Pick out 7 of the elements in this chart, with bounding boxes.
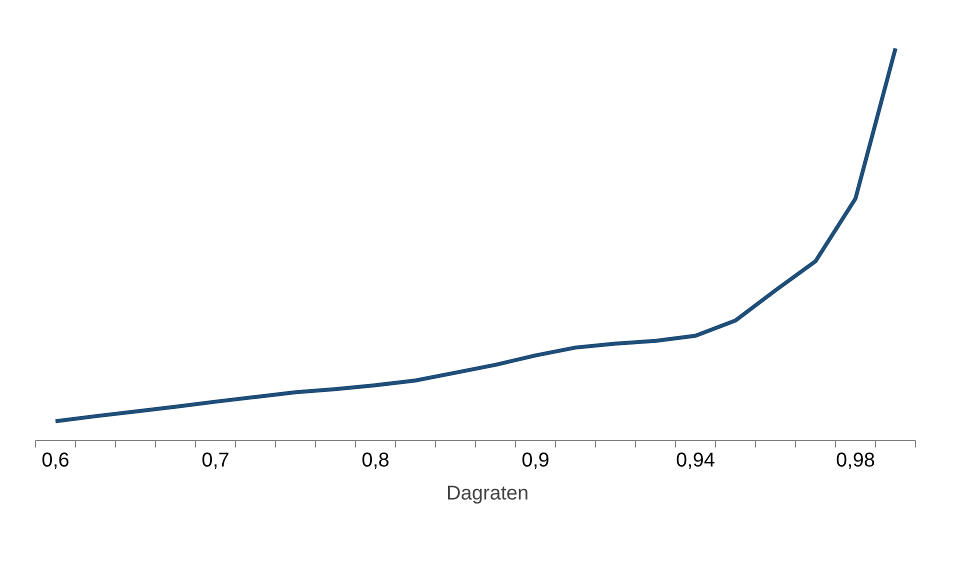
x-tick-label: 0,98	[836, 450, 875, 472]
x-tick-label: 0,8	[362, 450, 390, 472]
text: Dagraten	[446, 482, 529, 506]
x-tick-label: 0,94	[676, 450, 715, 472]
x-tick-label: 0,7	[202, 450, 230, 472]
x-tick-label: 0,9	[522, 450, 550, 472]
x-tick-label: 0,6	[42, 450, 70, 472]
